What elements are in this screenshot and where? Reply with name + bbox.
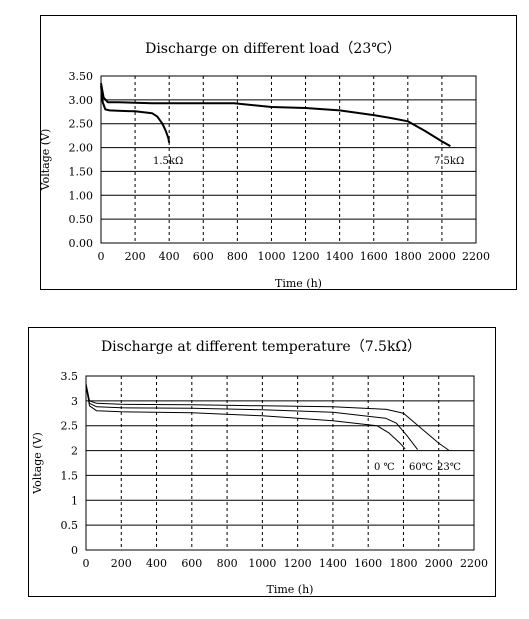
y-tick-label: 1.50 xyxy=(69,165,94,178)
x-tick-label: 1200 xyxy=(292,250,320,263)
x-tick-label: 2200 xyxy=(460,557,488,570)
x-tick-label: 200 xyxy=(125,250,146,263)
series-line-3 xyxy=(85,383,450,452)
y-tick-label: 2 xyxy=(71,445,78,458)
x-tick-label: 2000 xyxy=(428,250,456,263)
x-axis-label: Time (h) xyxy=(275,277,322,290)
chart-title: Discharge at different temperature（7.5kΩ… xyxy=(101,339,421,355)
chart-load-svg: Discharge on different load（23℃） 0 200 400 6… xyxy=(39,41,490,290)
chart-title: Discharge on different load（23℃） xyxy=(145,41,401,57)
y-tick-label: 3.00 xyxy=(69,94,94,107)
x-tick-label: 2200 xyxy=(462,250,490,263)
plot-frame xyxy=(85,375,475,551)
x-tick-label: 0 xyxy=(98,250,105,263)
x-tick-label: 1400 xyxy=(319,557,347,570)
y-tick-label: 2.00 xyxy=(69,142,94,155)
y-tick-label: 3 xyxy=(71,395,78,408)
x-tick-label: 1600 xyxy=(354,557,382,570)
y-tick-label: 0.00 xyxy=(69,237,94,250)
chart-panel-load: Discharge on different load（23℃） 0 200 400 6… xyxy=(39,15,517,290)
y-tick-label: 0.50 xyxy=(69,213,94,226)
x-tick-label: 0 xyxy=(83,557,90,570)
x-tick-label: 1800 xyxy=(394,250,422,263)
x-tick-label: 1000 xyxy=(257,250,285,263)
x-tick-label: 1400 xyxy=(326,250,354,263)
x-tick-label: 800 xyxy=(217,557,238,570)
series-label-1: 1.5kΩ xyxy=(153,156,183,167)
series-label-2: 60℃ xyxy=(409,462,433,473)
x-tick-label: 400 xyxy=(146,557,167,570)
series-line-2 xyxy=(100,83,451,147)
y-tick-label: 2.5 xyxy=(61,420,79,433)
y-axis-label: Voltage (V) xyxy=(39,129,52,192)
y-tick-label: 1.00 xyxy=(69,189,94,202)
chart-panel-temperature: Discharge at different temperature（7.5kΩ… xyxy=(28,327,496,597)
y-tick-label: 0.5 xyxy=(61,519,79,532)
y-tick-label: 1 xyxy=(71,494,78,507)
chart-temperature-svg: Discharge at different temperature（7.5kΩ… xyxy=(31,339,488,596)
series-label-2: 7.5kΩ xyxy=(434,156,464,167)
x-tick-label: 600 xyxy=(181,557,202,570)
series-label-1: 0 ℃ xyxy=(374,462,395,473)
y-tick-label: 3.50 xyxy=(69,70,94,83)
x-tick-label: 200 xyxy=(111,557,132,570)
x-tick-label: 800 xyxy=(227,250,248,263)
x-tick-label: 1600 xyxy=(360,250,388,263)
y-tick-label: 3.5 xyxy=(61,370,79,383)
x-tick-label: 2000 xyxy=(425,557,453,570)
x-tick-label: 600 xyxy=(193,250,214,263)
series-line-1 xyxy=(100,85,171,143)
x-tick-label: 1000 xyxy=(248,557,276,570)
x-tick-label: 1200 xyxy=(284,557,312,570)
series-line-1 xyxy=(85,385,406,450)
series-line-2 xyxy=(85,385,418,450)
y-tick-label: 1.5 xyxy=(61,469,79,482)
y-tick-label: 2.50 xyxy=(69,118,94,131)
y-axis-label: Voltage (V) xyxy=(31,432,44,495)
x-tick-label: 1800 xyxy=(389,557,417,570)
y-tick-label: 0 xyxy=(71,544,78,557)
x-tick-label: 400 xyxy=(159,250,180,263)
plot-frame xyxy=(100,75,477,244)
series-label-3: 23℃ xyxy=(437,462,461,473)
x-axis-label: Time (h) xyxy=(267,583,314,596)
